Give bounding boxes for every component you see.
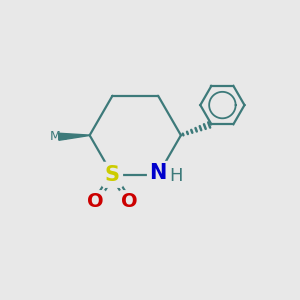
Text: N: N [149,163,167,183]
Text: H: H [169,167,183,185]
Text: O: O [121,192,138,212]
Text: Me: Me [50,130,68,143]
Text: S: S [105,165,120,185]
Polygon shape [58,133,90,140]
Text: O: O [87,192,104,212]
